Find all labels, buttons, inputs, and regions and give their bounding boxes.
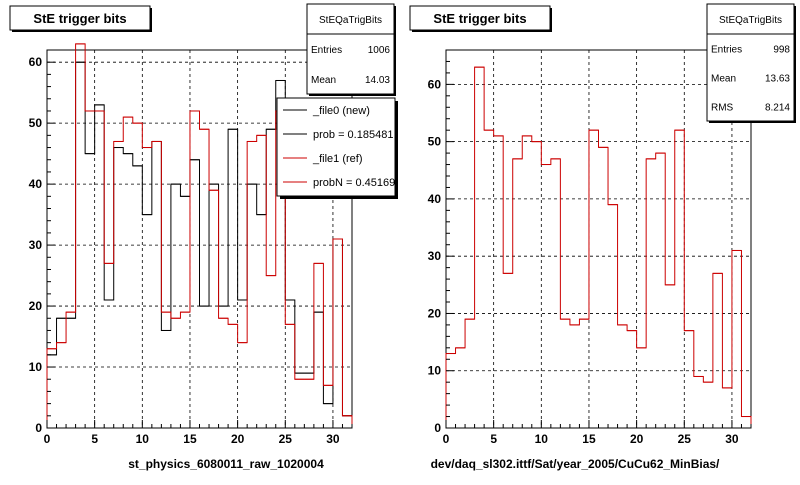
x-tick-label: 10 [535,432,549,446]
x-tick-label: 30 [326,432,340,446]
stats-label: Mean [711,74,736,85]
stats-name: StEQaTrigBits [719,15,782,26]
stats-label: RMS [711,103,734,114]
y-tick-label: 10 [29,360,43,374]
series-1 [445,66,752,428]
y-tick-label: 50 [428,135,442,149]
stats-name: StEQaTrigBits [319,15,382,26]
x-tick-label: 15 [582,432,596,446]
stats-box: StEQaTrigBits Entries 998 Mean 13.63 RMS 8.214 [706,3,796,123]
y-tick-label: 0 [434,421,441,435]
legend-label: prob = 0.185481 [313,129,393,141]
legend-entries: _file0 (new) prob = 0.185481 _file1 (ref) p… [283,105,401,189]
x-tick-label: 15 [183,432,197,446]
stats-frame [706,3,795,122]
x-tick-label: 10 [136,432,150,446]
legend: _file0 (new) prob = 0.185481 _file1 (ref) p… [276,97,401,199]
x-tick-label: 5 [490,432,497,446]
y-tick-label: 20 [29,299,43,313]
stats-label: Mean [311,75,336,86]
histogram-panel-1: 0 5 10 15 20 25 30 0 10 20 30 40 50 60 st_physics_6080… [9,3,401,471]
legend-frame [276,97,396,197]
y-tick-label: 10 [428,364,442,378]
legend-label: _file0 (new) [312,105,370,117]
title-box [409,5,551,31]
y-tick-label: 30 [29,238,43,252]
stats-value: 14.03 [365,75,390,86]
stats-label: Entries [711,45,742,56]
x-axis-label: dev/daq_sl302.ittf/Sat/year_2005/CuCu62_… [431,457,720,471]
y-tick-label: 30 [428,249,442,263]
stats-frame [306,3,395,95]
histogram-panel-2: 0 5 10 15 20 25 30 0 10 20 30 40 50 60 dev/daq_sl302.i… [409,3,796,471]
series-outline [445,66,752,428]
stats-value: 1006 [368,45,391,56]
x-tick-label: 25 [279,432,293,446]
stats-box: StEQaTrigBits Entries 1006 Mean 14.03 [306,3,396,96]
y-tick-label: 40 [29,177,43,191]
stats-value: 998 [773,45,790,56]
axis-ticks [445,49,752,429]
plot-frame [445,49,752,429]
stats-value: 13.63 [765,74,790,85]
x-tick-label: 30 [725,432,739,446]
title-box [9,5,151,31]
y-tick-label: 40 [428,192,442,206]
stats-value: 8.214 [765,103,790,114]
y-tick-label: 20 [428,306,442,320]
legend-label: probN = 0.451695 [313,177,401,189]
x-tick-label: 20 [231,432,245,446]
x-tick-label: 20 [630,432,644,446]
chart-title: StE trigger bits [433,11,526,26]
y-tick-label: 60 [29,55,43,69]
x-tick-label: 0 [44,432,51,446]
y-tick-label: 50 [29,116,43,130]
x-axis-label: st_physics_6080011_raw_1020004 [128,457,324,471]
axis-ticks [46,49,353,429]
legend-label: _file1 (ref) [312,153,363,165]
x-tick-label: 5 [91,432,98,446]
y-tick-label: 60 [428,77,442,91]
chart-title: StE trigger bits [33,11,126,26]
stats-label: Entries [311,45,342,56]
x-tick-label: 25 [678,432,692,446]
x-tick-label: 0 [443,432,450,446]
y-tick-label: 0 [35,421,42,435]
series-2 [46,43,353,428]
